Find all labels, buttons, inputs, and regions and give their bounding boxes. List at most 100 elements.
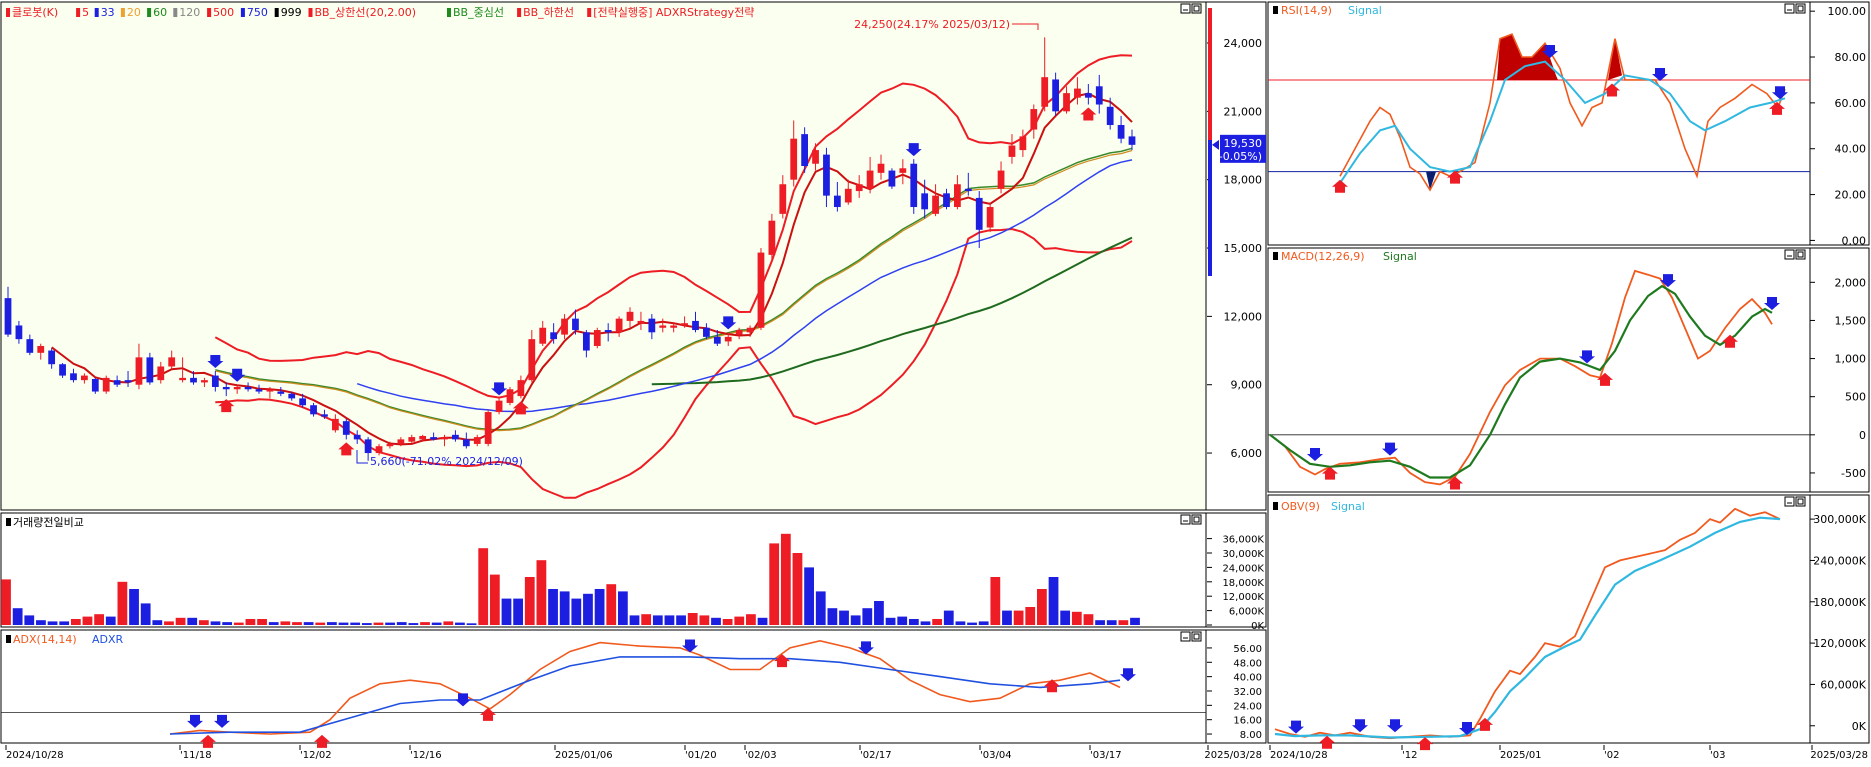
- candle: [70, 368, 77, 383]
- volume-bar: [175, 617, 186, 625]
- candle-body: [812, 150, 819, 164]
- candle: [233, 384, 241, 394]
- macd-signal-title: Signal: [1383, 250, 1417, 263]
- adx-sell-signal-icon: [187, 714, 203, 728]
- price-range-bar-up: [1208, 8, 1212, 270]
- candle-body: [943, 193, 950, 208]
- volume-bar: [804, 567, 814, 625]
- volume-bar: [1013, 610, 1024, 625]
- volume-title: 거래량전일비교: [13, 515, 84, 529]
- volume-bar: [617, 591, 628, 625]
- rsi-minimize-button[interactable]: [1784, 3, 1795, 14]
- obv-signal-title: Signal: [1331, 500, 1365, 513]
- candle: [201, 377, 208, 387]
- volume-bar: [571, 598, 582, 625]
- macd-sell-signal-icon: [1579, 350, 1595, 364]
- candle-body: [855, 184, 863, 192]
- volume-bar: [815, 591, 826, 625]
- main-minimize-button[interactable]: [1180, 3, 1191, 14]
- main-maximize-button[interactable]: [1191, 3, 1202, 14]
- volume-minimize-button[interactable]: [1180, 514, 1191, 525]
- volume-bar: [408, 623, 419, 625]
- candle-body: [408, 437, 416, 442]
- volume-bar: [850, 615, 861, 625]
- rsi-overbought-fill: [1497, 34, 1622, 80]
- macd-minimize-button[interactable]: [1784, 249, 1795, 260]
- obv-sell-signal-icon: [1387, 719, 1403, 733]
- volume-bar: [198, 620, 209, 625]
- candle: [964, 172, 972, 196]
- legend-entry: 120: [179, 6, 200, 19]
- macd-title: MACD(12,26,9): [1281, 250, 1365, 263]
- candle-body: [157, 366, 165, 381]
- macd-buy-signal-icon: [1597, 372, 1613, 386]
- candle: [1095, 74, 1103, 114]
- candle: [1008, 134, 1016, 164]
- ma5-line: [51, 92, 1133, 446]
- candle-body: [91, 379, 99, 392]
- candle-body: [582, 332, 590, 351]
- volume-bar: [932, 619, 943, 625]
- candle: [866, 156, 874, 194]
- adx-legend-swatch: [6, 635, 11, 643]
- rsi-maximize-icon: [1797, 5, 1804, 12]
- adx-minimize-button[interactable]: [1180, 631, 1191, 642]
- current-price-box: [1220, 134, 1266, 163]
- volume-bar: [47, 621, 58, 625]
- volume-bar: [455, 622, 465, 625]
- candle-body: [299, 398, 307, 406]
- volume-bar: [466, 623, 477, 625]
- volume-bar: [746, 614, 756, 625]
- sell-signal-icon: [207, 355, 224, 369]
- candle: [943, 188, 950, 210]
- macd-ytick-label: 1,500: [1835, 314, 1867, 327]
- low-annotation-leader: [356, 450, 368, 464]
- volume-bar: [1130, 617, 1140, 625]
- candle: [975, 191, 983, 249]
- candle-body: [550, 332, 558, 340]
- volume-ytick-label: 30,000K: [1222, 549, 1264, 560]
- volume-maximize-button[interactable]: [1191, 514, 1202, 525]
- main-legend: 클로봇(K) 5 33 20 60 120 500 750 999 BB_상한선(20,2.00)…: [6, 5, 754, 19]
- candle-body: [222, 386, 230, 390]
- volume-bar: [268, 622, 279, 625]
- volume-ytick-label: 36,000K: [1222, 535, 1264, 546]
- obv-maximize-button[interactable]: [1795, 496, 1806, 507]
- macd-line: [1269, 269, 1773, 486]
- candle: [604, 323, 612, 342]
- adx-maximize-button[interactable]: [1191, 631, 1202, 642]
- candle-body: [1117, 125, 1125, 139]
- current-price-label: 19,530: [1224, 137, 1263, 150]
- ma60-line: [651, 236, 1133, 386]
- candle: [146, 352, 154, 385]
- volume-bar: [885, 617, 896, 625]
- buy-signal-icon: [218, 399, 235, 413]
- obv-minimize-button[interactable]: [1784, 496, 1795, 507]
- obv-ytick-label: 60,000K: [1820, 678, 1866, 691]
- rsi-ytick-label: 0.00: [1842, 234, 1867, 247]
- candle: [735, 327, 743, 340]
- adx-sell-signal-icon: [682, 639, 698, 653]
- volume-bar: [897, 616, 908, 625]
- volume-bar: [36, 620, 46, 625]
- obv-signal-line: [1274, 516, 1781, 739]
- volume-bar: [280, 621, 291, 625]
- candle-body: [310, 405, 317, 415]
- candle-body: [353, 434, 361, 440]
- rsi-ytick-label: 100.00: [1828, 5, 1867, 18]
- volume-bar: [82, 616, 93, 625]
- macd-maximize-button[interactable]: [1795, 249, 1806, 260]
- main-ytick-label: 24,000: [1224, 37, 1263, 50]
- volume-bar: [536, 560, 547, 625]
- candle: [462, 432, 470, 449]
- adx-ytick-label: 16.00: [1233, 716, 1262, 727]
- volume-bar: [396, 622, 407, 625]
- candle: [997, 161, 1005, 194]
- candle: [441, 434, 448, 447]
- macd-ytick-label: 0: [1859, 429, 1866, 442]
- rsi-maximize-button[interactable]: [1795, 3, 1806, 14]
- volume-bar: [350, 622, 361, 625]
- adx-sell-signal-icon: [214, 714, 230, 728]
- candle-body: [986, 207, 994, 228]
